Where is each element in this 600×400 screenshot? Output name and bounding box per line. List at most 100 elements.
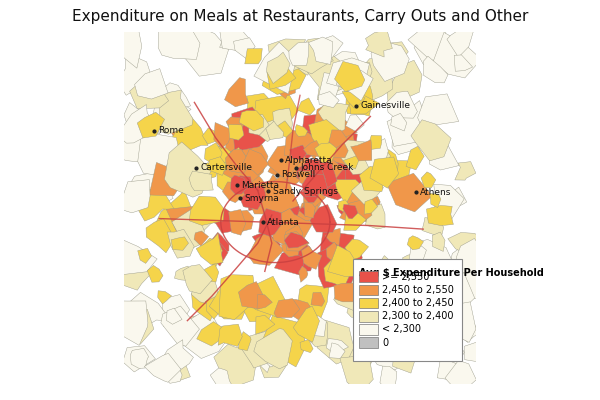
Polygon shape bbox=[371, 40, 409, 82]
Polygon shape bbox=[416, 275, 436, 299]
Polygon shape bbox=[455, 162, 476, 180]
Polygon shape bbox=[308, 37, 332, 64]
Polygon shape bbox=[181, 311, 227, 358]
Polygon shape bbox=[424, 56, 448, 83]
Polygon shape bbox=[350, 282, 368, 294]
Polygon shape bbox=[335, 139, 391, 174]
Polygon shape bbox=[218, 21, 250, 52]
Polygon shape bbox=[437, 354, 460, 380]
Polygon shape bbox=[189, 171, 213, 191]
Polygon shape bbox=[224, 78, 248, 107]
Polygon shape bbox=[304, 169, 317, 185]
Polygon shape bbox=[298, 171, 313, 185]
Polygon shape bbox=[163, 340, 193, 369]
Polygon shape bbox=[231, 210, 254, 232]
Polygon shape bbox=[274, 251, 305, 275]
Polygon shape bbox=[266, 52, 290, 84]
Polygon shape bbox=[409, 240, 454, 279]
Polygon shape bbox=[314, 142, 338, 163]
Polygon shape bbox=[175, 266, 196, 281]
Polygon shape bbox=[128, 172, 173, 211]
Polygon shape bbox=[350, 59, 392, 101]
Polygon shape bbox=[335, 62, 365, 92]
Polygon shape bbox=[252, 231, 281, 253]
Polygon shape bbox=[305, 322, 328, 347]
Polygon shape bbox=[166, 114, 208, 158]
Bar bbox=[359, 324, 378, 335]
Polygon shape bbox=[239, 332, 251, 351]
Polygon shape bbox=[364, 199, 377, 214]
Polygon shape bbox=[318, 92, 339, 108]
Polygon shape bbox=[318, 102, 349, 134]
Text: Marietta: Marietta bbox=[241, 181, 279, 190]
Polygon shape bbox=[326, 152, 356, 190]
Polygon shape bbox=[177, 26, 229, 76]
Polygon shape bbox=[257, 295, 272, 309]
Polygon shape bbox=[117, 104, 160, 143]
Polygon shape bbox=[392, 346, 418, 373]
Polygon shape bbox=[382, 42, 408, 69]
Text: Athens: Athens bbox=[421, 188, 452, 197]
Polygon shape bbox=[266, 121, 283, 140]
Polygon shape bbox=[414, 32, 448, 66]
Polygon shape bbox=[343, 204, 358, 219]
Polygon shape bbox=[227, 148, 246, 164]
Polygon shape bbox=[275, 191, 303, 231]
Polygon shape bbox=[245, 48, 262, 64]
Polygon shape bbox=[449, 237, 482, 275]
Polygon shape bbox=[290, 145, 307, 160]
Polygon shape bbox=[377, 256, 401, 292]
Polygon shape bbox=[421, 172, 436, 188]
Polygon shape bbox=[239, 110, 263, 131]
Polygon shape bbox=[311, 166, 352, 200]
Title: Expenditure on Meals at Restaurants, Carry Outs and Other: Expenditure on Meals at Restaurants, Car… bbox=[72, 9, 528, 24]
Polygon shape bbox=[433, 32, 481, 78]
Polygon shape bbox=[334, 283, 358, 302]
Polygon shape bbox=[164, 142, 211, 197]
Polygon shape bbox=[233, 38, 255, 58]
Polygon shape bbox=[287, 38, 333, 74]
Text: 2,450 to 2,550: 2,450 to 2,550 bbox=[382, 285, 454, 295]
Polygon shape bbox=[200, 213, 213, 230]
Polygon shape bbox=[326, 339, 349, 354]
Polygon shape bbox=[317, 52, 362, 96]
Polygon shape bbox=[387, 100, 430, 146]
Polygon shape bbox=[433, 100, 449, 123]
Polygon shape bbox=[260, 316, 316, 367]
Polygon shape bbox=[279, 83, 296, 99]
Polygon shape bbox=[412, 301, 445, 336]
Polygon shape bbox=[327, 125, 358, 163]
Polygon shape bbox=[353, 283, 372, 306]
Polygon shape bbox=[116, 28, 142, 68]
Polygon shape bbox=[291, 52, 312, 75]
Polygon shape bbox=[271, 208, 314, 249]
Polygon shape bbox=[118, 53, 150, 95]
Polygon shape bbox=[293, 242, 316, 272]
Polygon shape bbox=[368, 135, 382, 150]
Polygon shape bbox=[122, 346, 155, 372]
Polygon shape bbox=[409, 240, 427, 262]
Polygon shape bbox=[344, 342, 371, 374]
Polygon shape bbox=[256, 315, 275, 334]
Text: Cartersville: Cartersville bbox=[200, 163, 253, 172]
Polygon shape bbox=[260, 322, 307, 367]
Text: Sandy Springs: Sandy Springs bbox=[272, 187, 338, 196]
Polygon shape bbox=[157, 83, 191, 112]
Polygon shape bbox=[345, 159, 374, 185]
Polygon shape bbox=[297, 98, 315, 115]
Text: Johns Creek: Johns Creek bbox=[301, 163, 354, 172]
Polygon shape bbox=[326, 58, 370, 93]
Polygon shape bbox=[191, 278, 218, 307]
Polygon shape bbox=[302, 174, 328, 196]
Polygon shape bbox=[365, 296, 395, 320]
Polygon shape bbox=[359, 166, 385, 192]
Polygon shape bbox=[428, 273, 475, 314]
Polygon shape bbox=[242, 149, 269, 175]
Polygon shape bbox=[289, 42, 309, 65]
Polygon shape bbox=[200, 238, 223, 268]
Polygon shape bbox=[318, 73, 341, 101]
Polygon shape bbox=[273, 108, 293, 133]
Polygon shape bbox=[408, 24, 447, 60]
Polygon shape bbox=[124, 102, 144, 126]
Polygon shape bbox=[311, 292, 325, 306]
